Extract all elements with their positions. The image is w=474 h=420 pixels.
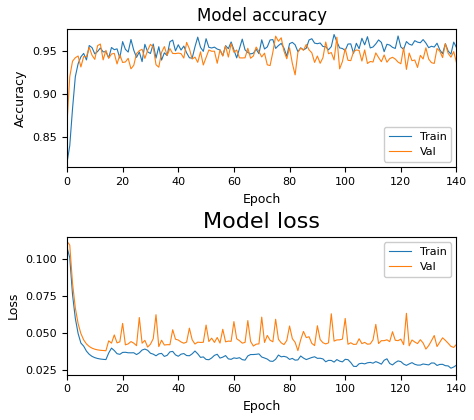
X-axis label: Epoch: Epoch: [243, 400, 281, 413]
Title: Model loss: Model loss: [203, 213, 320, 233]
Val: [86, 45, 92, 50]
Train: [64, 160, 70, 165]
Val: [86, 344, 92, 349]
Val: [273, 34, 279, 39]
Train: [86, 352, 92, 357]
Val: [64, 239, 70, 244]
Train: [398, 45, 404, 50]
Val: [406, 50, 412, 55]
X-axis label: Epoch: Epoch: [243, 192, 281, 205]
Val: [454, 60, 459, 65]
Train: [434, 363, 440, 368]
Legend: Train, Val: Train, Val: [384, 127, 451, 162]
Title: Model accuracy: Model accuracy: [197, 7, 327, 25]
Line: Train: Train: [67, 34, 456, 163]
Train: [437, 47, 443, 52]
Train: [406, 42, 412, 47]
Train: [192, 349, 198, 354]
Val: [454, 342, 459, 347]
Train: [403, 363, 409, 368]
Train: [454, 45, 459, 50]
Train: [454, 362, 459, 368]
Val: [398, 61, 404, 66]
Val: [406, 343, 412, 348]
Val: [67, 243, 73, 248]
Val: [437, 340, 443, 345]
Train: [64, 245, 70, 250]
Legend: Train, Val: Train, Val: [384, 242, 451, 277]
Y-axis label: Loss: Loss: [7, 292, 20, 320]
Val: [103, 348, 109, 353]
Train: [67, 255, 73, 260]
Train: [67, 143, 73, 148]
Line: Val: Val: [67, 241, 456, 351]
Line: Train: Train: [67, 247, 456, 368]
Train: [395, 358, 401, 363]
Train: [331, 32, 337, 37]
Val: [195, 340, 201, 345]
Val: [437, 49, 443, 54]
Line: Val: Val: [67, 36, 456, 124]
Train: [192, 45, 198, 50]
Train: [448, 366, 454, 371]
Val: [64, 122, 70, 127]
Val: [192, 55, 198, 60]
Train: [86, 43, 92, 48]
Val: [398, 336, 404, 341]
Val: [67, 74, 73, 79]
Y-axis label: Accuracy: Accuracy: [14, 70, 27, 127]
